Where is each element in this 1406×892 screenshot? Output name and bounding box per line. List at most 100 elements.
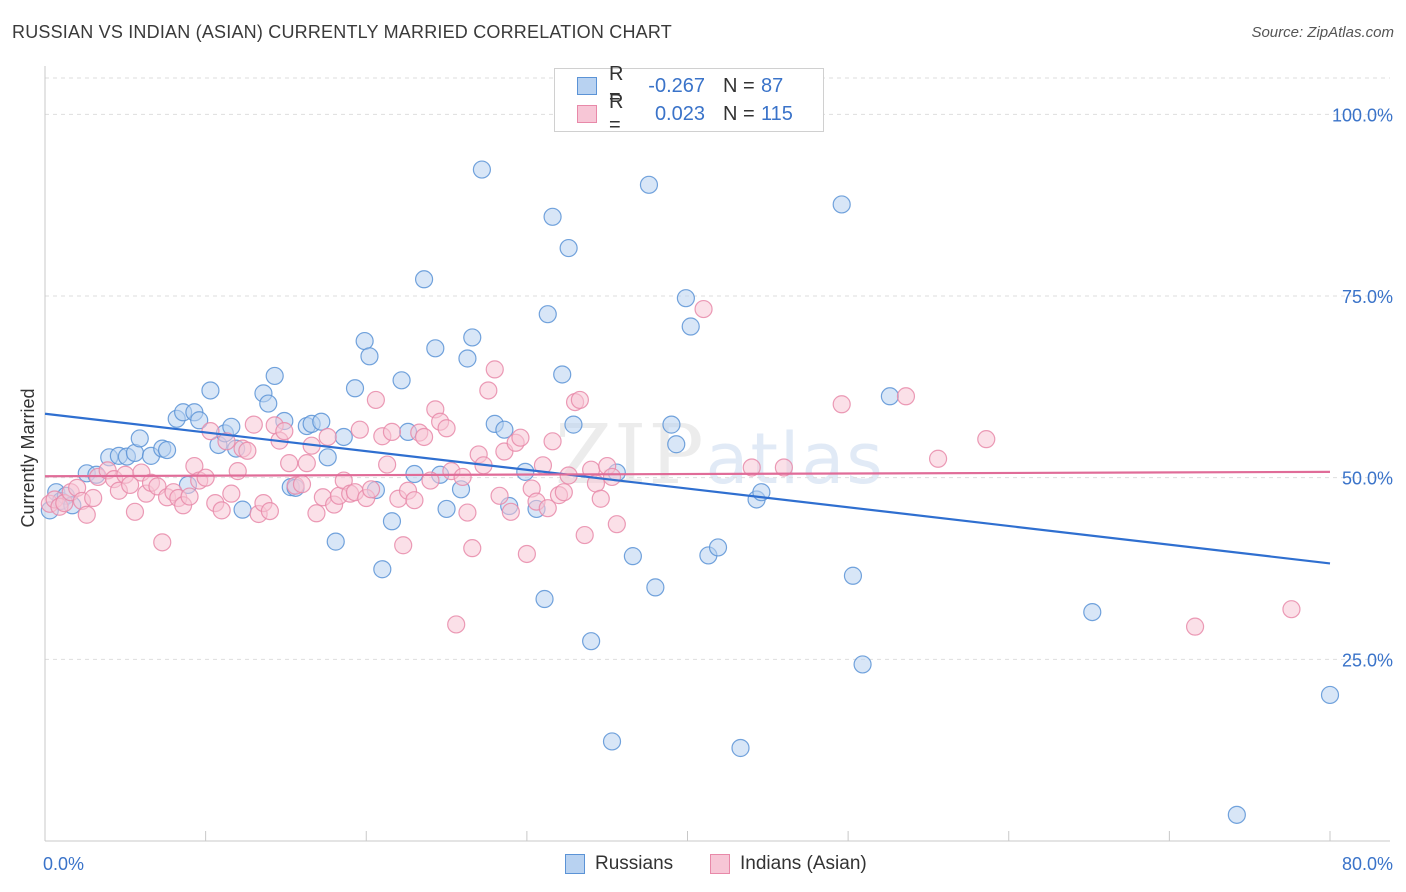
data-point: [463, 328, 482, 347]
data-point: [543, 432, 562, 451]
data-point: [125, 502, 145, 521]
source-credit: Source: ZipAtlas.com: [1251, 24, 1394, 41]
data-point: [538, 499, 557, 518]
bottom-legend-swatch-russians: [565, 854, 585, 874]
data-point: [217, 432, 236, 451]
data-point: [742, 458, 761, 477]
data-point: [667, 435, 686, 454]
data-point: [543, 207, 562, 226]
data-point: [297, 454, 316, 473]
data-point: [196, 468, 215, 487]
stats-legend: R = -0.267 N = 87 R = 0.023 N = 115: [554, 63, 824, 136]
data-point: [361, 480, 381, 499]
data-point: [602, 732, 622, 751]
trend-line: [44, 412, 1331, 565]
data-point: [607, 515, 626, 534]
data-point: [582, 632, 601, 651]
data-point: [575, 525, 594, 545]
data-point: [318, 448, 337, 467]
data-point: [1185, 617, 1205, 636]
data-point: [212, 501, 231, 520]
data-point: [190, 411, 209, 430]
data-point: [501, 502, 520, 521]
data-point: [880, 387, 899, 406]
data-point: [472, 160, 491, 179]
y-tick-label: 75.0%: [1342, 287, 1393, 307]
data-point: [553, 365, 572, 384]
data-point: [260, 501, 279, 521]
data-point: [447, 615, 466, 634]
bottom-legend-russians: Russians: [565, 852, 673, 876]
bottom-legend-swatch-indians: [710, 854, 730, 874]
data-point: [355, 331, 374, 351]
data-point: [731, 738, 750, 758]
indians-points: [40, 299, 1301, 636]
data-point: [312, 412, 331, 431]
data-point: [1227, 805, 1246, 824]
legend-r-value: 0.023: [654, 102, 705, 125]
chart-title: RUSSIAN VS INDIAN (ASIAN) CURRENTLY MARR…: [12, 22, 672, 42]
data-point: [180, 487, 199, 506]
data-point: [382, 422, 402, 441]
data-point: [421, 471, 440, 490]
legend-n-label: N =: [723, 74, 755, 97]
data-point: [222, 484, 241, 503]
data-point: [559, 238, 578, 258]
data-point: [318, 427, 337, 447]
data-point: [426, 339, 445, 358]
data-point: [307, 504, 326, 523]
data-point: [485, 360, 504, 379]
data-point: [437, 499, 456, 519]
data-point: [928, 449, 948, 468]
data-point: [414, 270, 434, 289]
legend-row-russians: R = -0.267 N = 87: [577, 63, 784, 108]
data-point: [414, 427, 434, 447]
data-point: [334, 427, 353, 447]
data-point: [437, 419, 456, 438]
data-point: [646, 578, 665, 597]
data-point: [453, 467, 472, 487]
data-point: [832, 195, 851, 214]
data-point: [570, 390, 589, 410]
data-point: [394, 536, 413, 555]
data-point: [977, 430, 996, 449]
x-tick-label: 80.0%: [1342, 854, 1393, 874]
data-point: [694, 299, 713, 319]
data-point: [244, 415, 263, 434]
bottom-legend-label-russians: Russians: [595, 853, 674, 874]
data-point: [326, 532, 345, 551]
data-point: [378, 455, 397, 474]
data-point: [265, 366, 284, 386]
trend-line: [44, 470, 1331, 478]
legend-r-value: -0.267: [648, 74, 705, 97]
y-axis-label: Currently Married: [18, 388, 38, 527]
data-point: [1320, 685, 1340, 705]
legend-n-value: 87: [761, 74, 784, 97]
legend-r-label: R =: [609, 63, 624, 108]
data-point: [495, 420, 514, 439]
data-point: [382, 512, 402, 531]
data-point: [774, 458, 793, 477]
data-point: [392, 371, 411, 390]
data-point: [591, 489, 610, 508]
data-point: [463, 539, 482, 558]
data-point: [84, 488, 103, 508]
data-point: [853, 655, 872, 674]
data-point: [516, 462, 535, 481]
watermark-atlas: atlas: [705, 418, 885, 500]
legend-n-value: 115: [761, 102, 793, 125]
data-point: [228, 462, 247, 481]
grid-lines: [45, 77, 1390, 660]
data-point: [896, 387, 916, 406]
axes: [44, 66, 1390, 842]
data-point: [623, 547, 642, 566]
legend-r-label: R =: [609, 91, 624, 136]
data-point: [662, 415, 681, 434]
bottom-legend-indians: Indians (Asian): [710, 852, 867, 876]
trend-lines: [44, 412, 1331, 565]
data-point: [405, 491, 424, 510]
data-point: [602, 467, 622, 487]
data-point: [292, 475, 312, 494]
data-point: [259, 394, 278, 413]
